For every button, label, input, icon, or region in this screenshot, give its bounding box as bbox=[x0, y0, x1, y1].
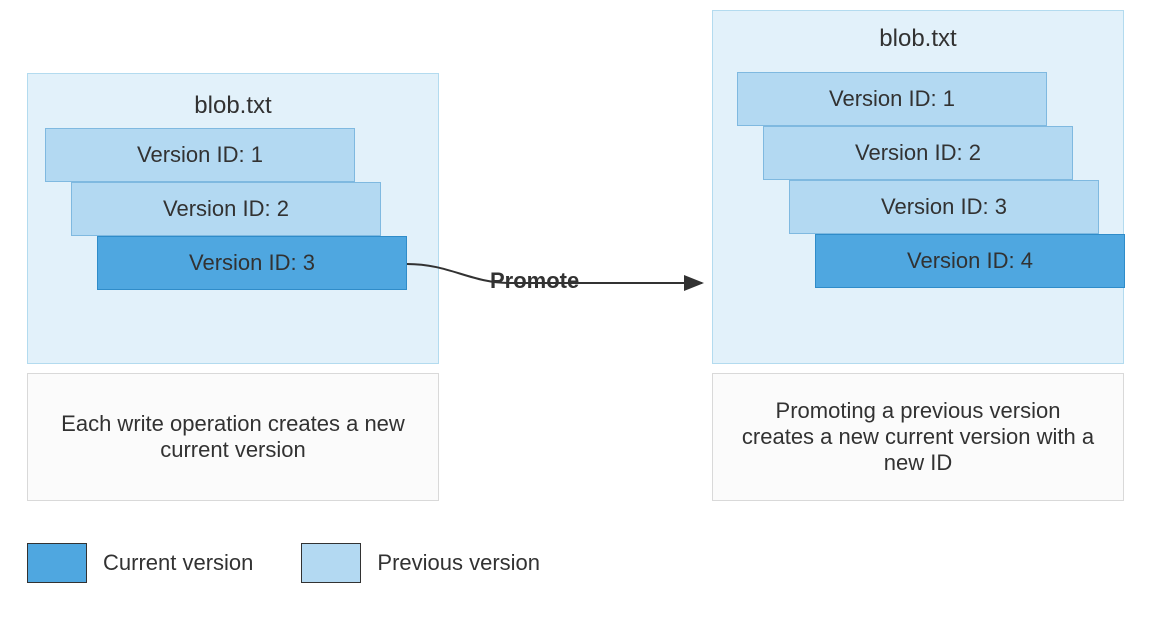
left-caption-text: Each write operation creates a new curre… bbox=[52, 411, 414, 463]
version-card: Version ID: 3 bbox=[97, 236, 407, 290]
version-label: Version ID: 3 bbox=[189, 250, 315, 276]
legend-previous-label: Previous version bbox=[377, 550, 540, 576]
version-label: Version ID: 1 bbox=[829, 86, 955, 112]
legend: Current version Previous version bbox=[27, 543, 540, 583]
version-label: Version ID: 2 bbox=[855, 140, 981, 166]
left-caption-panel: Each write operation creates a new curre… bbox=[27, 373, 439, 501]
legend-current-swatch bbox=[27, 543, 87, 583]
legend-current-label: Current version bbox=[103, 550, 253, 576]
version-label: Version ID: 2 bbox=[163, 196, 289, 222]
version-label: Version ID: 4 bbox=[907, 248, 1033, 274]
version-label: Version ID: 1 bbox=[137, 142, 263, 168]
version-card: Version ID: 4 bbox=[815, 234, 1125, 288]
version-card: Version ID: 3 bbox=[789, 180, 1099, 234]
version-card: Version ID: 2 bbox=[763, 126, 1073, 180]
version-card: Version ID: 1 bbox=[45, 128, 355, 182]
right-caption-text: Promoting a previous version creates a n… bbox=[737, 398, 1099, 476]
legend-previous-swatch bbox=[301, 543, 361, 583]
version-label: Version ID: 3 bbox=[881, 194, 1007, 220]
version-card: Version ID: 2 bbox=[71, 182, 381, 236]
left-panel-title: blob.txt bbox=[28, 92, 438, 120]
right-caption-panel: Promoting a previous version creates a n… bbox=[712, 373, 1124, 501]
promote-label: Promote bbox=[490, 268, 579, 294]
version-card: Version ID: 1 bbox=[737, 72, 1047, 126]
right-panel-title: blob.txt bbox=[713, 25, 1123, 53]
